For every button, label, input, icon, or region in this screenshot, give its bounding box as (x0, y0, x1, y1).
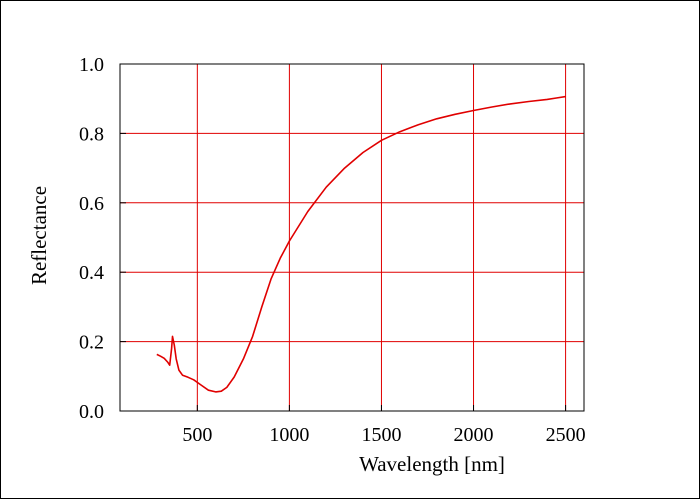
y-tick-labels: 0.0 0.2 0.4 0.6 0.8 1.0 (79, 54, 104, 423)
x-tick-label: 2500 (546, 424, 586, 446)
plot-area (119, 63, 585, 412)
x-tick-label: 2000 (454, 424, 494, 446)
y-tick-label: 0.8 (79, 123, 104, 145)
x-axis-title: Wavelength [nm] (359, 452, 505, 476)
x-tick-label: 1500 (361, 424, 401, 446)
y-tick-label: 1.0 (79, 54, 104, 76)
reflectance-series-line (156, 95, 566, 393)
grid-lines (120, 64, 584, 411)
y-tick-label: 0.6 (79, 193, 104, 215)
y-tick-label: 0.2 (79, 332, 104, 354)
x-tick-label: 500 (182, 424, 212, 446)
x-tick-labels: 500 1000 1500 2000 2500 (182, 424, 585, 446)
y-axis-title: Reflectance (27, 186, 51, 285)
y-tick-label: 0.0 (79, 401, 104, 423)
x-tick-label: 1000 (269, 424, 309, 446)
y-tick-label: 0.4 (79, 262, 104, 284)
axis-ticks (120, 63, 567, 412)
